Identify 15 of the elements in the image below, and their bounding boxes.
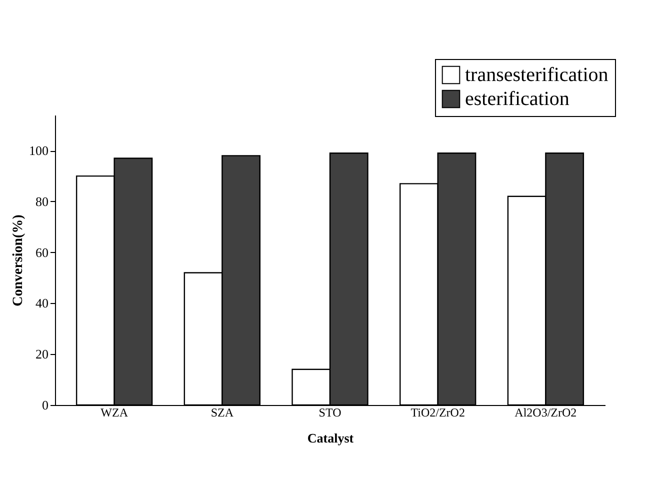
x-tick-label: TiO2/ZrO2 (410, 406, 465, 420)
y-tick-label: 0 (42, 398, 48, 412)
x-tick-label: Al2O3/ZrO2 (514, 406, 577, 420)
y-tick-label: 20 (36, 346, 48, 362)
x-tick-label: STO (318, 406, 342, 420)
x-axis-title: Catalyst (307, 430, 354, 446)
legend-label: transesterification (465, 64, 608, 86)
y-tick-label: 80 (36, 194, 48, 209)
y-tick-label: 40 (36, 296, 48, 311)
legend-label: esterification (465, 88, 570, 110)
y-tick-label: 100 (29, 143, 48, 158)
y-axis-title: Conversion(%) (11, 214, 26, 306)
x-tick-label: WZA (100, 406, 128, 420)
x-tick-label: SZA (210, 406, 234, 420)
y-tick-label: 60 (36, 244, 48, 260)
